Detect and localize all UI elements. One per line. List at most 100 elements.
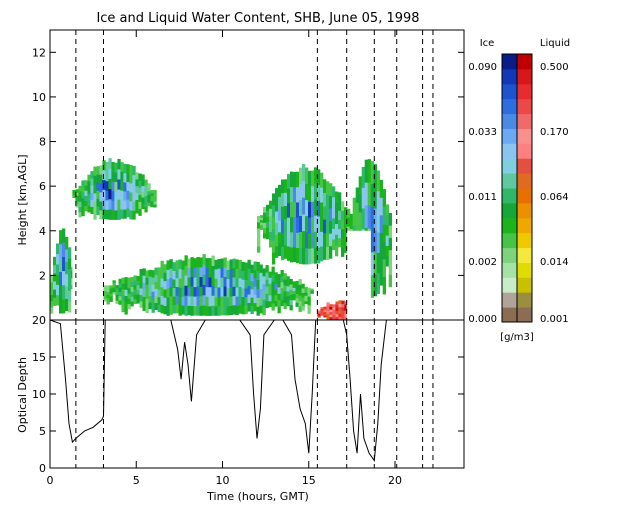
cloud-cell	[127, 298, 131, 305]
cloud-cell	[220, 305, 224, 316]
cloud-cell	[81, 186, 85, 193]
cloud-cell	[278, 196, 282, 209]
cloud-cell	[138, 194, 142, 202]
cloud-cell	[265, 272, 269, 280]
cloud-cell	[302, 230, 306, 248]
cloud-cell	[326, 207, 330, 221]
time-tick-label: 0	[47, 474, 54, 487]
cloud-cell	[136, 285, 140, 290]
cloud-cell	[105, 200, 109, 210]
cloud-cell	[292, 297, 296, 301]
cloud-cell	[373, 252, 377, 275]
cloud-cell	[317, 200, 321, 217]
cloud-cell	[75, 192, 79, 196]
cloud-cell	[196, 305, 200, 316]
cloud-cell	[338, 306, 342, 311]
cloud-cell	[184, 265, 188, 276]
cloud-cell	[72, 191, 76, 193]
cloud-cell	[290, 201, 294, 218]
cloud-region	[257, 164, 354, 265]
cloud-cell	[320, 202, 324, 218]
cloud-cell	[298, 306, 302, 312]
cloud-cell	[208, 277, 212, 288]
cloud-cell	[147, 198, 151, 203]
cloud-cell	[338, 237, 342, 248]
cloud-cell	[139, 294, 143, 302]
cloud-cell	[332, 186, 336, 198]
cloud-cell	[102, 199, 106, 210]
colorbar-ice-swatch	[502, 188, 517, 204]
cloud-cell	[373, 208, 377, 231]
cloud-cell	[301, 288, 305, 293]
cloud-cell	[90, 206, 94, 214]
cloud-cell	[129, 201, 133, 211]
cloud-cell	[341, 316, 345, 321]
cloud-cell	[271, 266, 275, 275]
cloud-cell	[269, 216, 273, 225]
cloud-cell	[181, 296, 185, 306]
cloud-cell	[341, 201, 345, 211]
cloud-cell	[78, 201, 82, 207]
cloud-cell	[335, 234, 339, 246]
dashed-lines-top	[75, 30, 434, 320]
cloud-cell	[274, 295, 278, 301]
cloud-cell	[120, 171, 124, 182]
cloud-cell	[274, 283, 278, 290]
cloud-cell	[118, 300, 122, 305]
cloud-cell	[355, 202, 359, 218]
colorbar-liquid-swatch	[517, 202, 532, 219]
cloud-cell	[338, 310, 342, 314]
cloud-cell	[367, 182, 371, 206]
cloud-cell	[332, 196, 336, 208]
cloud-cell	[344, 214, 348, 223]
cloud-cell	[123, 209, 127, 219]
colorbar-ice-swatch	[502, 54, 517, 70]
cloud-cell	[275, 199, 279, 212]
cloud-cell	[138, 201, 142, 209]
cloud-cell	[154, 267, 158, 275]
cloud-cell	[166, 297, 170, 307]
cloud-cell	[329, 245, 333, 259]
cloud-cell	[62, 256, 66, 272]
cloud-cell	[130, 301, 134, 307]
cloud-cell	[293, 172, 297, 188]
cloud-cell	[271, 281, 275, 289]
cloud-cell	[96, 166, 100, 175]
cloud-cell	[121, 306, 125, 313]
cloud-cell	[256, 279, 260, 289]
colorbar-ice-swatch	[502, 68, 517, 85]
cloud-cell	[272, 205, 276, 218]
cloud-cell	[295, 298, 299, 303]
cloud-cell	[308, 248, 312, 265]
colorbar-liquid-swatch	[517, 83, 532, 100]
cloud-cell	[175, 260, 179, 270]
cloud-cell	[154, 281, 158, 289]
colorbar-ice-swatch	[502, 202, 517, 219]
cloud-cell	[295, 289, 299, 294]
cloud-cell	[308, 186, 312, 203]
cloud-cell	[301, 301, 305, 307]
cloud-cell	[145, 291, 149, 299]
cloud-cell	[112, 282, 116, 286]
cloud-cell	[109, 290, 113, 294]
cloud-cell	[178, 306, 182, 316]
cloud-cell	[120, 190, 124, 201]
cloud-cell	[112, 284, 116, 288]
colorbar-liquid-swatch	[517, 128, 532, 144]
cloud-cell	[355, 217, 359, 233]
colorbar-ice-tick-label: 0.000	[468, 314, 497, 325]
cloud-cell	[376, 232, 380, 253]
cloud-cell	[341, 210, 345, 221]
colorbar-ice-swatch	[502, 98, 517, 115]
cloud-cell	[151, 284, 155, 292]
cloud-cell	[299, 215, 303, 232]
cloud-cell	[376, 273, 380, 294]
colorbar-liquid-scale	[517, 54, 532, 323]
cloud-cell	[144, 190, 148, 197]
cloud-cell	[50, 307, 54, 314]
time-axis-ticks: 0 5 10 15 20	[47, 30, 402, 487]
cloud-cell	[329, 195, 333, 209]
cloud-cell	[269, 200, 273, 209]
cloud-cell	[265, 265, 269, 273]
